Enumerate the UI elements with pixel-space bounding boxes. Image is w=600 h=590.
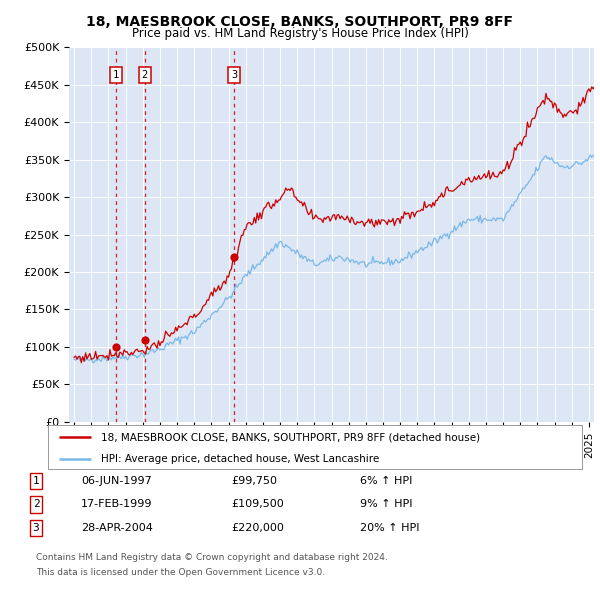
Text: £99,750: £99,750 bbox=[231, 476, 277, 486]
Text: Price paid vs. HM Land Registry's House Price Index (HPI): Price paid vs. HM Land Registry's House … bbox=[131, 27, 469, 40]
Text: 28-APR-2004: 28-APR-2004 bbox=[81, 523, 153, 533]
Text: 1: 1 bbox=[113, 70, 119, 80]
Text: 6% ↑ HPI: 6% ↑ HPI bbox=[360, 476, 412, 486]
Point bbox=[111, 342, 121, 352]
Text: 2: 2 bbox=[142, 70, 148, 80]
Text: 2: 2 bbox=[32, 500, 40, 509]
Text: This data is licensed under the Open Government Licence v3.0.: This data is licensed under the Open Gov… bbox=[36, 568, 325, 577]
Text: 9% ↑ HPI: 9% ↑ HPI bbox=[360, 500, 413, 509]
Point bbox=[229, 253, 239, 262]
Text: HPI: Average price, detached house, West Lancashire: HPI: Average price, detached house, West… bbox=[101, 454, 380, 464]
Text: £220,000: £220,000 bbox=[231, 523, 284, 533]
Text: 3: 3 bbox=[231, 70, 237, 80]
Text: 17-FEB-1999: 17-FEB-1999 bbox=[81, 500, 152, 509]
Text: 3: 3 bbox=[32, 523, 40, 533]
Text: £109,500: £109,500 bbox=[231, 500, 284, 509]
Text: 06-JUN-1997: 06-JUN-1997 bbox=[81, 476, 152, 486]
Text: 18, MAESBROOK CLOSE, BANKS, SOUTHPORT, PR9 8FF: 18, MAESBROOK CLOSE, BANKS, SOUTHPORT, P… bbox=[86, 15, 514, 29]
Text: 20% ↑ HPI: 20% ↑ HPI bbox=[360, 523, 419, 533]
Text: 18, MAESBROOK CLOSE, BANKS, SOUTHPORT, PR9 8FF (detached house): 18, MAESBROOK CLOSE, BANKS, SOUTHPORT, P… bbox=[101, 432, 481, 442]
Text: 1: 1 bbox=[32, 476, 40, 486]
Point bbox=[140, 335, 149, 345]
Text: Contains HM Land Registry data © Crown copyright and database right 2024.: Contains HM Land Registry data © Crown c… bbox=[36, 553, 388, 562]
